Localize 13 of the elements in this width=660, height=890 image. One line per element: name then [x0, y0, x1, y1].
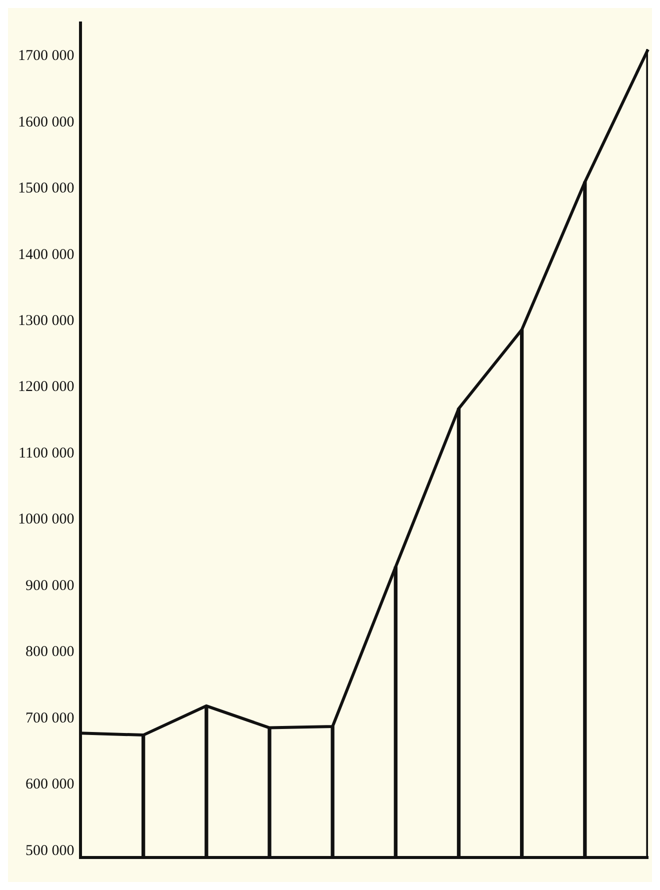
y-tick-label: 800 000	[26, 644, 74, 660]
y-tick-label: 1600 000	[18, 114, 74, 130]
y-tick-label: 600 000	[26, 776, 74, 793]
y-tick-label: 1200 000	[18, 379, 74, 396]
y-tick-label: 1100 000	[18, 445, 74, 462]
y-tick-label: 500 000	[26, 842, 74, 859]
y-tick-label: 900 000	[26, 578, 74, 594]
y-tick-label: 1300 000	[18, 313, 74, 330]
y-tick-label: 700 000	[26, 710, 74, 726]
y-tick-label: 1000 000	[18, 512, 74, 528]
y-tick-label: 1500 000	[18, 180, 74, 197]
y-tick-label: 1400 000	[18, 246, 74, 263]
y-tick-label: 1700 000	[18, 48, 74, 64]
